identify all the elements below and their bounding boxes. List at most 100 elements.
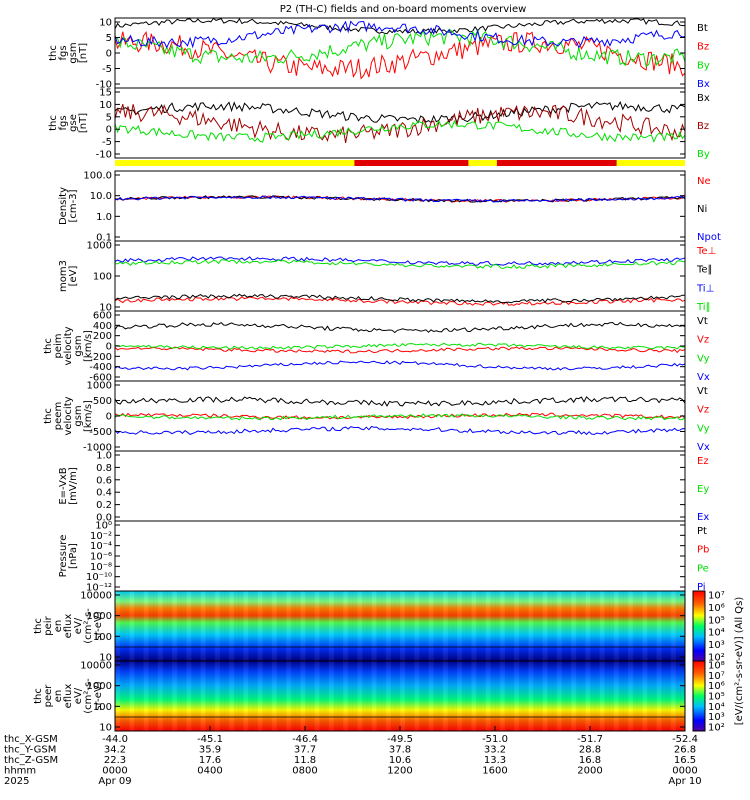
- y-tick-label: 10⁻¹²: [86, 583, 112, 594]
- figure-title: P2 (TH-C) fields and on-board moments ov…: [280, 4, 527, 15]
- legend-Ti⊥: Ti⊥: [696, 283, 714, 294]
- x-row-value: Apr 10: [668, 776, 701, 787]
- spectrogram-column: [300, 591, 306, 661]
- spectrogram-column: [134, 661, 140, 731]
- panel-frame: [114, 87, 686, 159]
- y-tick-label: 1000: [87, 681, 112, 692]
- spectrogram-column: [637, 591, 643, 661]
- spectrogram-column: [219, 591, 225, 661]
- spectrogram-column: [362, 661, 368, 731]
- spectrogram-column: [404, 661, 410, 731]
- y-tick-label: 0.1: [96, 233, 112, 244]
- spectrogram-column: [542, 591, 548, 661]
- y-tick-label: 0.4: [96, 488, 112, 499]
- spectrogram-column: [233, 661, 239, 731]
- spectrogram-column: [376, 661, 382, 731]
- spectrogram-column: [552, 591, 558, 661]
- spectrogram-column: [442, 591, 448, 661]
- spectrogram-column: [319, 661, 325, 731]
- series-Vt-line: [114, 321, 686, 334]
- panel-peem_velocity: 1000 500 0 -500 -1000 thc peem velocity gsm [km/s…: [43, 380, 710, 454]
- spectrogram-column: [309, 661, 315, 731]
- spectrogram-column: [214, 591, 220, 661]
- y-tick-label: 0.2: [96, 500, 112, 511]
- spectrogram-column: [200, 591, 206, 661]
- y-tick-label: 1000: [87, 611, 112, 622]
- spectrogram-column: [400, 661, 406, 731]
- spectrogram-column: [409, 591, 415, 661]
- spectrogram-column: [580, 661, 586, 731]
- spectrogram-column: [599, 591, 605, 661]
- x-row-value: 10.6: [389, 755, 411, 766]
- y-tick-label: 0.8: [96, 463, 112, 474]
- spectrogram-column: [580, 591, 586, 661]
- colorbar-tick-label: 10³: [708, 640, 725, 651]
- x-row-value: 37.7: [294, 745, 316, 756]
- series-Bz-line: [114, 31, 686, 80]
- spectrogram-column: [186, 661, 192, 731]
- spectrogram-column: [575, 591, 581, 661]
- x-row-value: -51.0: [482, 734, 508, 745]
- panel-peer_en_eflux: 10000 1000 100 10 thc peer en eflux eV/(cm²-s-sr…: [33, 660, 686, 734]
- legend-Ez: Ez: [697, 456, 709, 467]
- spectrogram-column: [447, 661, 453, 731]
- legend-Ni: Ni: [697, 204, 707, 215]
- spectrogram-column: [480, 591, 486, 661]
- y-tick-label: 0.0: [96, 513, 112, 524]
- spectrogram-column: [371, 661, 377, 731]
- spectrogram-column: [395, 591, 401, 661]
- legend-Vz: Vz: [697, 405, 709, 416]
- spectrogram-column: [537, 591, 543, 661]
- y-axis-label: eV/: [73, 617, 84, 634]
- spectrogram-column: [504, 591, 510, 661]
- y-axis-label: E=-VxB: [58, 467, 69, 504]
- spectrogram-column: [428, 591, 434, 661]
- spectrogram-column: [637, 661, 643, 731]
- x-row-value: Apr 09: [98, 776, 131, 787]
- spectrogram-column: [286, 661, 292, 731]
- y-tick-label: -200: [89, 352, 112, 363]
- y-axis-label: fgs: [58, 45, 69, 60]
- spectrogram-column: [594, 661, 600, 731]
- y-axis-label: thc: [48, 45, 59, 61]
- y-axis-label: [km/s]: [83, 400, 94, 432]
- spectrogram: [115, 591, 685, 661]
- colorbar-label: [eV/(cm²-s-sr-eV)] (All Qs): [734, 597, 745, 726]
- y-tick-label: -5: [102, 64, 112, 75]
- spectrogram-column: [267, 661, 273, 731]
- colorbar-tick-label: 10²: [708, 653, 725, 664]
- y-axis-label: peim: [53, 333, 64, 358]
- x-row-value: 0800: [292, 766, 317, 777]
- legend-Vy: Vy: [697, 353, 710, 364]
- y-axis-label: thc: [48, 115, 59, 131]
- spectrogram-column: [352, 661, 358, 731]
- spectrogram-column: [423, 661, 429, 731]
- y-tick-label: 5: [106, 112, 112, 123]
- y-tick-label: -600: [89, 373, 112, 384]
- y-tick-label: 1000: [87, 241, 112, 252]
- y-tick-label: 10⁻⁴: [90, 541, 112, 552]
- y-tick-label: 500: [93, 396, 112, 407]
- series-Bt-line: [114, 17, 686, 35]
- spectrogram-column: [305, 661, 311, 731]
- spectrogram-column: [476, 591, 482, 661]
- y-tick-label: 100: [93, 702, 112, 713]
- spectrogram-column: [233, 591, 239, 661]
- x-row-value: -52.4: [672, 734, 698, 745]
- spectrogram-column: [119, 661, 125, 731]
- y-tick-label: 5: [106, 33, 112, 44]
- x-row-value: 16.8: [579, 755, 601, 766]
- spectrogram-column: [143, 661, 149, 731]
- spectrogram-column: [281, 591, 287, 661]
- x-row-value: 0000: [672, 766, 697, 777]
- spectrogram-column: [314, 591, 320, 661]
- spectrogram-column: [357, 591, 363, 661]
- spectrogram-column: [680, 591, 686, 661]
- series-Bz-line: [114, 103, 686, 143]
- y-axis-label: Density: [58, 187, 69, 225]
- legend-Npot: Npot: [697, 232, 721, 243]
- spectrogram-column: [485, 591, 491, 661]
- spectrogram-column: [656, 591, 662, 661]
